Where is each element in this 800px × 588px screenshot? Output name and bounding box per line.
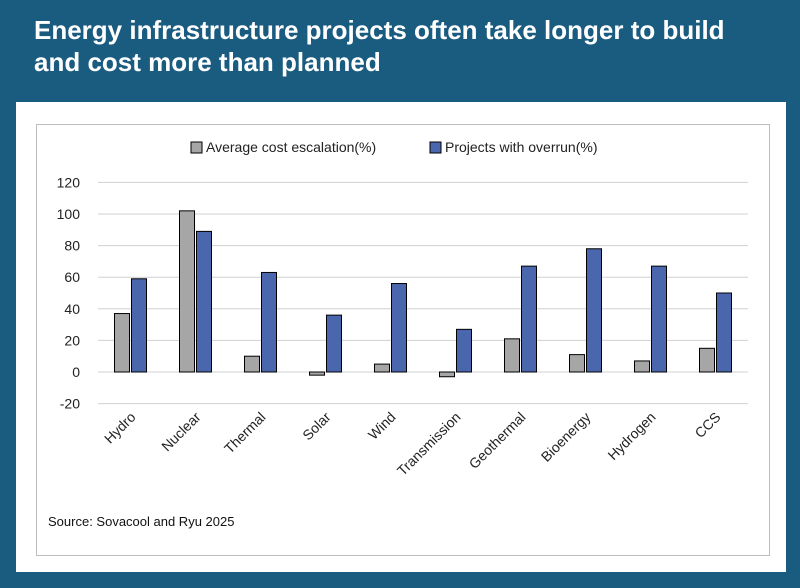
y-tick-label: 40 bbox=[64, 301, 80, 317]
x-tick-label: Wind bbox=[365, 409, 399, 443]
bar-cost-solar bbox=[309, 371, 325, 376]
y-tick-label: 0 bbox=[72, 364, 80, 380]
y-tick-label: 100 bbox=[57, 206, 81, 222]
bar-cost-thermal bbox=[244, 355, 260, 373]
bar-overrun-ccs bbox=[716, 292, 732, 373]
bar-overrun-hydro bbox=[131, 278, 147, 373]
x-tick-label: Bioenergy bbox=[538, 409, 594, 465]
headline: Energy infrastructure projects often tak… bbox=[34, 15, 725, 77]
y-tick-label: 60 bbox=[64, 269, 80, 285]
bar-cost-wind bbox=[374, 363, 390, 373]
source-note: Source: Sovacool and Ryu 2025 bbox=[48, 514, 235, 529]
legend-label-2: Projects with overrun(%) bbox=[445, 139, 598, 155]
x-tick-label: Geothermal bbox=[466, 409, 529, 472]
chart-frame bbox=[36, 124, 770, 556]
x-tick-label: Nuclear bbox=[158, 409, 204, 455]
bar-overrun-thermal bbox=[261, 271, 277, 373]
bar-cost-hydrogen bbox=[634, 360, 650, 373]
y-tick-label: -20 bbox=[60, 396, 80, 412]
bar-overrun-bioenergy bbox=[586, 248, 602, 373]
legend-swatch-2 bbox=[429, 141, 442, 154]
x-tick-label: Hydro bbox=[101, 409, 139, 447]
x-tick-label: Thermal bbox=[221, 409, 269, 457]
x-tick-label: Transmission bbox=[394, 409, 464, 479]
y-tick-label: 120 bbox=[57, 174, 81, 190]
bar-cost-nuclear bbox=[179, 210, 195, 373]
x-tick-label: Hydrogen bbox=[604, 409, 658, 463]
legend-label-1: Average cost escalation(%) bbox=[206, 139, 376, 155]
x-tick-label: Solar bbox=[299, 409, 334, 444]
y-tick-label: 20 bbox=[64, 332, 80, 348]
x-tick-label: CCS bbox=[691, 409, 723, 441]
bar-overrun-solar bbox=[326, 314, 342, 373]
bar-cost-ccs bbox=[699, 347, 715, 373]
y-tick-label: 80 bbox=[64, 238, 80, 254]
bar-overrun-wind bbox=[391, 283, 407, 373]
bar-cost-bioenergy bbox=[569, 354, 585, 373]
legend-swatch-1 bbox=[190, 141, 203, 154]
bar-cost-geothermal bbox=[504, 338, 520, 373]
bar-overrun-nuclear bbox=[196, 230, 212, 373]
bar-overrun-transmission bbox=[456, 328, 472, 373]
bar-overrun-hydrogen bbox=[651, 265, 667, 373]
bar-cost-hydro bbox=[114, 313, 130, 373]
bar-cost-transmission bbox=[439, 371, 455, 378]
bar-overrun-geothermal bbox=[521, 265, 537, 373]
